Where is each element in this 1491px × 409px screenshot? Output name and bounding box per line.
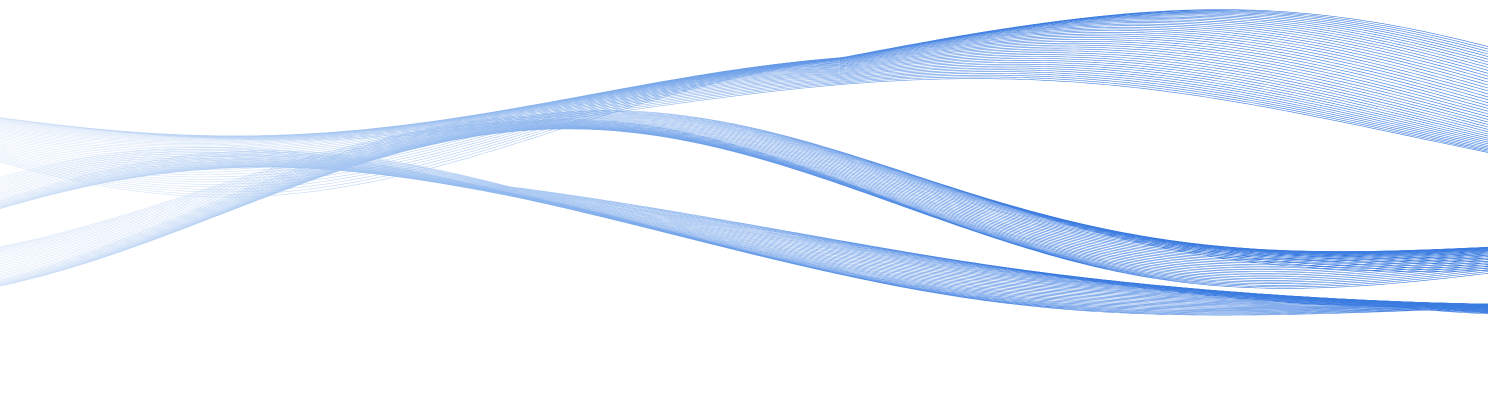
- wave-ribbon-b-line: [0, 117, 1489, 287]
- wave-ribbon-a-line: [0, 10, 1489, 195]
- wave-ribbon-a-line: [0, 69, 1489, 146]
- wave-ribbon-c-line: [0, 152, 1489, 313]
- wave-ribbon-c-line: [0, 153, 1489, 312]
- wave-ribbon-c-line: [0, 157, 1489, 309]
- wave-ribbon-b-line: [0, 128, 1489, 273]
- wave-ribbon-a-line: [0, 41, 1489, 147]
- wave-ribbon-b-line: [0, 114, 1489, 285]
- wave-ribbon-b-line: [0, 116, 1489, 287]
- wave-ribbon-b-line: [0, 115, 1489, 286]
- wave-ribbon-c-line: [0, 153, 1489, 311]
- wave-ribbon-c-line: [0, 147, 1489, 316]
- wave-ribbon-b-line: [0, 119, 1489, 287]
- wave-ribbon-a-line: [0, 73, 1489, 149]
- wave-ribbon-c-line: [0, 158, 1489, 309]
- wave-ribbon-b-line: [0, 122, 1489, 285]
- wave-ribbon-c-line: [0, 159, 1489, 308]
- wave-ribbon-c-line: [0, 164, 1489, 306]
- wave-ribbon-b-line: [0, 118, 1489, 287]
- wave-ribbon-b: [0, 110, 1489, 289]
- wave-ribbon-b-line: [0, 111, 1489, 282]
- wave-ribbon-b-line: [0, 112, 1489, 284]
- wave-ribbon-a-line: [0, 37, 1489, 150]
- wave-ribbon-a-line: [0, 74, 1489, 151]
- wave-ribbon-b-line: [0, 120, 1489, 286]
- wave-ribbon-a-line: [0, 71, 1489, 148]
- wave-ribbon-c-line: [0, 154, 1489, 311]
- wave-ribbon-a-line: [0, 35, 1489, 152]
- wave-ribbon-a-line: [0, 78, 1489, 153]
- wave-ribbon-b-line: [0, 120, 1489, 288]
- wave-ribbon-a-line: [0, 39, 1489, 149]
- wave-ribbon-c: [0, 147, 1489, 316]
- wave-ribbon-a-line: [0, 44, 1489, 144]
- wave-ribbon-b-line: [0, 128, 1489, 269]
- wave-ribbon-a-line: [0, 46, 1489, 143]
- wave-ribbon-a: [0, 9, 1489, 198]
- wave-ribbon-c-line: [0, 157, 1489, 310]
- wave-ribbon-a-line: [0, 9, 1489, 198]
- wave-ribbon-a-line: [0, 76, 1489, 152]
- wave-ribbon-c-line: [0, 150, 1489, 313]
- wave-ribbon-b-line: [0, 112, 1489, 283]
- wave-ribbon-b-line: [0, 114, 1489, 286]
- wave-ribbon-a-line: [0, 42, 1489, 146]
- wave-ribbon-a-line: [0, 15, 1489, 180]
- wave-ribbon-b-line: [0, 110, 1489, 281]
- wave-ribbon-c-line: [0, 156, 1489, 310]
